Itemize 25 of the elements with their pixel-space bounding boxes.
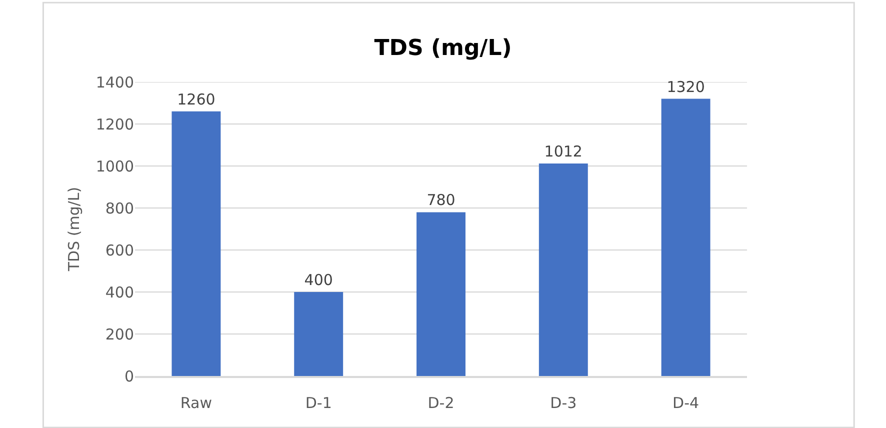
y-tick-label: 1200 — [96, 115, 134, 134]
y-tick-label: 1400 — [96, 73, 134, 92]
x-tick-label: D-1 — [305, 394, 332, 412]
bar — [172, 111, 221, 376]
data-label: 1012 — [544, 142, 582, 160]
x-tick-label: D-2 — [428, 394, 454, 412]
y-tick-label: 1000 — [96, 157, 134, 176]
data-label: 400 — [304, 271, 333, 289]
data-label: 1260 — [177, 90, 216, 108]
x-tick-label: D-4 — [672, 394, 700, 412]
y-tick-label: 600 — [105, 241, 134, 260]
y-axis-title: TDS (mg/L) — [65, 186, 84, 272]
y-tick-label: 400 — [105, 283, 134, 302]
data-label: 1320 — [666, 78, 705, 96]
y-tick-label: 200 — [105, 325, 134, 344]
x-tick-label: Raw — [180, 394, 212, 412]
data-label: 780 — [426, 191, 456, 210]
bar — [416, 212, 466, 376]
bar — [294, 292, 344, 376]
bar — [661, 98, 710, 376]
chart-title: TDS (mg/L) — [374, 36, 512, 61]
y-tick-label: 800 — [105, 199, 134, 218]
x-tick-label: D-3 — [550, 394, 577, 412]
y-tick-label: 0 — [124, 367, 134, 386]
bar — [538, 163, 588, 376]
